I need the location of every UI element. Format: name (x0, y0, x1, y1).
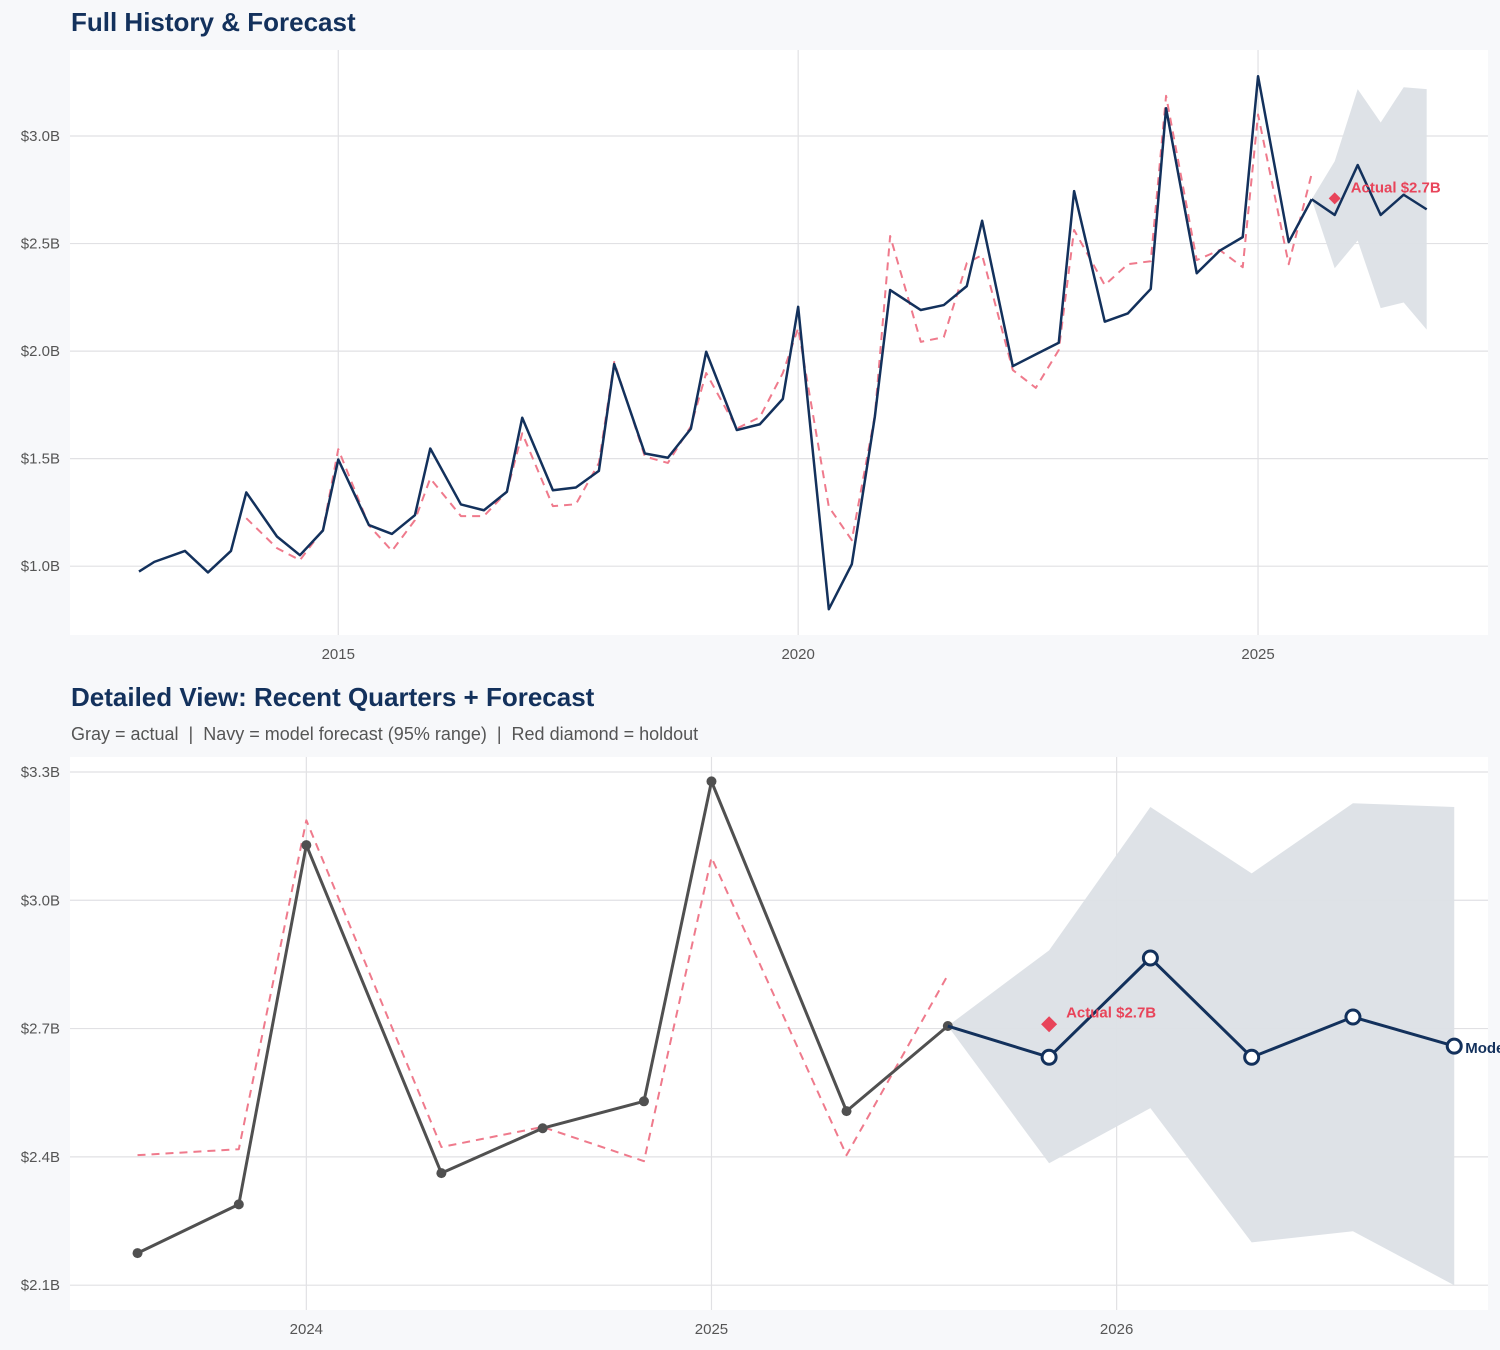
x-tick-label: 2026 (1100, 1321, 1133, 1338)
y-tick-label: $2.0B (21, 343, 60, 360)
actual-point (537, 1123, 548, 1134)
chart-title-top: Full History & Forecast (71, 7, 356, 37)
holdout-diamond (1328, 192, 1341, 205)
actual-point (233, 1199, 244, 1210)
forecast-line (1311, 163, 1428, 217)
fitted-line (245, 94, 1313, 562)
actual-point (301, 840, 312, 851)
fitted-line (137, 819, 949, 1163)
y-tick-label: $3.0B (21, 892, 60, 909)
chart-detailed-view: $2.1B $2.4B $2.7B $3.0B $3.3B 2024 2025 2026 Act… (21, 757, 1500, 1338)
forecast-interval-band (1311, 87, 1427, 330)
holdout-diamond (1041, 1016, 1058, 1033)
holdout-label: Actual $2.7B (1066, 1004, 1156, 1021)
forecast-point (1040, 1048, 1058, 1066)
y-tick-label: $3.0B (21, 128, 60, 145)
forecast-line (947, 956, 1455, 1059)
forecast-interval-band (947, 803, 1455, 1286)
y-tick-label: $3.3B (21, 764, 60, 781)
y-tick-label: $2.5B (21, 236, 60, 253)
actual-point (706, 776, 717, 787)
y-tick-label: $2.1B (21, 1277, 60, 1294)
y-tick-label: $1.5B (21, 451, 60, 468)
actual-point (436, 1168, 447, 1179)
actual-point (841, 1106, 852, 1117)
y-tick-label: $2.7B (21, 1021, 60, 1038)
y-tick-label: $1.0B (21, 558, 60, 575)
forecast-point (1243, 1048, 1261, 1066)
chart-full-history: $1.0B $1.5B $2.0B $2.5B $3.0B 2015 2020 2025 Act… (21, 50, 1488, 663)
x-tick-label: 2025 (1241, 646, 1274, 663)
plot-panel-top (70, 50, 1488, 635)
x-tick-label: 2015 (322, 646, 355, 663)
forecast-point (1445, 1037, 1463, 1055)
holdout-label: Actual $2.7B (1351, 179, 1441, 196)
y-tick-label: $2.4B (21, 1149, 60, 1166)
actual-line (138, 74, 1313, 611)
chart-title-bottom: Detailed View: Recent Quarters + Forecas… (71, 682, 595, 712)
x-tick-label: 2025 (695, 1321, 728, 1338)
chart-subtitle-bottom: Gray = actual | Navy = model forecast (9… (71, 724, 698, 744)
model-end-label: Model (1465, 1040, 1500, 1057)
forecast-point (1141, 949, 1159, 967)
x-tick-label: 2024 (290, 1321, 323, 1338)
actual-point (132, 1248, 143, 1259)
forecast-point (1344, 1008, 1362, 1026)
actual-point (638, 1096, 649, 1107)
x-tick-label: 2020 (781, 646, 814, 663)
